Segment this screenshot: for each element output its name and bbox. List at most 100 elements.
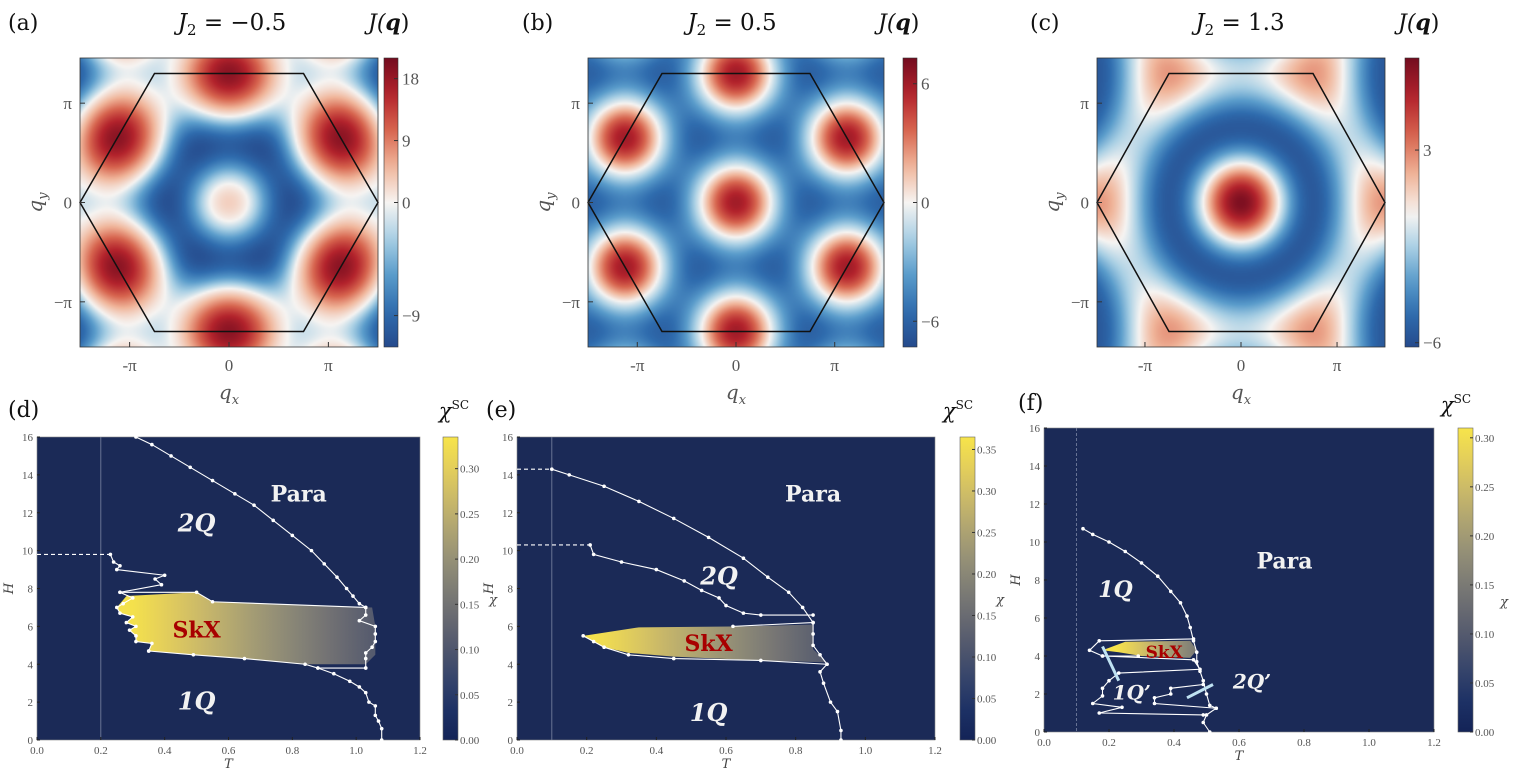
boundary-point [591,552,596,557]
x-axis-label-sub: x [1244,393,1252,408]
y-tick-label: 2 [28,697,34,709]
y-tick-label: −π [1071,293,1090,312]
region-label: 1Q [178,687,216,716]
colorbar-side-label: χ [995,593,1005,608]
boundary-point [839,738,843,742]
zone-boundary-hexagon [587,72,885,333]
colorbar-tick-label: 0.05 [460,690,480,702]
y-tick-label: 2 [508,697,514,709]
boundary-point [759,613,763,617]
boundary-point [1194,650,1199,654]
boundary-point [332,671,336,676]
boundary-point [1123,549,1128,554]
boundary-point [114,567,119,572]
region-label: Para [271,481,327,507]
x-tick-label: 0.6 [719,745,733,757]
y-tick-label: 4 [1035,651,1041,663]
x-tick-label: 0.0 [30,745,44,757]
boundary-point [290,533,295,538]
region-label: Para [785,481,841,507]
boundary-point [1201,720,1206,725]
boundary-point [335,575,339,579]
boundary-point [322,562,327,566]
boundary-point [626,652,631,657]
y-tick-label: 12 [502,508,513,520]
boundary-point [373,713,378,718]
x-tick-label: -π [1138,356,1153,375]
boundary-point [118,611,122,615]
y-axis-label: H [1009,574,1024,587]
boundary-point [1097,639,1102,643]
colorbar-tick-label: 6 [921,75,930,94]
x-axis-label-base: q [1231,380,1244,404]
plot-frame [587,57,885,348]
boundary-point [759,658,763,663]
y-tick-label: 12 [22,508,33,520]
x-tick-label: 0.4 [1167,737,1181,749]
colorbar-tick-label: 0.05 [1475,678,1495,690]
boundary-point [821,681,826,685]
boundary-point [1090,532,1095,537]
y-tick-label: 2 [1035,689,1041,701]
boundary-point [811,643,815,648]
boundary-point [194,590,199,595]
x-axis-label: T [722,757,732,772]
boundary-point [1168,589,1173,594]
y-tick-label: π [1080,94,1089,113]
x-axis-label: qx [726,380,747,408]
colorbar-tick-label: 0.30 [977,486,997,498]
region-label: SkX [1146,643,1184,663]
boundary-point [1214,706,1219,711]
boundary-point [741,611,746,615]
x-axis-label: qx [1231,380,1252,408]
x-tick-label: 0.2 [580,745,594,757]
boundary-point [1100,686,1105,691]
y-axis-label-sub: y [36,192,51,201]
x-axis-label: qx [219,380,240,408]
boundary-point [1107,678,1111,683]
colorbar-tick-label: 0.05 [977,693,997,705]
colorbar-tick-label: 0.15 [977,610,997,622]
colorbar-side-label: χ [488,593,498,608]
title-value: = 1.3 [1214,10,1284,36]
boundary-point [1155,574,1160,578]
panel-title: J2 = 0.5 [683,10,776,39]
colorbar-title-symbol: χ [437,399,453,423]
colorbar-title-close: ) [1431,11,1440,36]
y-tick-label: 0 [1035,727,1041,739]
y-tick-label: 10 [22,546,34,558]
title-symbol: J [1191,10,1206,36]
y-tick-label: 6 [28,621,34,633]
boundary-point [118,590,122,595]
boundary-point [1201,682,1206,687]
zone-boundary-hexagon [1096,72,1386,333]
boundary-point [637,499,641,504]
colorbar-tick-label: 0.10 [977,652,997,664]
title-sub: 2 [187,21,197,39]
y-tick-label: 4 [508,659,514,671]
boundary-point [835,709,840,714]
phase-diagram-background [516,436,936,741]
boundary-point [379,738,384,742]
plot-frame [79,57,379,348]
y-axis-label-base: q [1040,200,1064,213]
boundary-point [1188,625,1193,630]
colorbar [959,436,976,741]
colorbar-title: J(q) [874,10,919,36]
y-tick-label: π [571,94,580,113]
colorbar-tick-label: 0.00 [1475,727,1495,739]
boundary-point [373,704,378,708]
panel-label: (b) [522,11,553,36]
x-tick-label: 1.2 [413,745,427,757]
boundary-point [1097,711,1102,715]
x-tick-label: 1.0 [858,745,872,757]
y-tick-label: −π [54,293,73,312]
boundary-point [252,503,256,507]
y-tick-label: 14 [502,470,514,482]
y-tick-label: 16 [1029,423,1041,435]
colorbar-tick-label: 0.20 [977,569,997,581]
region-label: 2Q’ [1232,669,1271,693]
colorbar-tick-label: 0.30 [1475,433,1495,445]
boundary-point [1136,654,1141,658]
region-label: 1Q’ [1113,681,1151,705]
